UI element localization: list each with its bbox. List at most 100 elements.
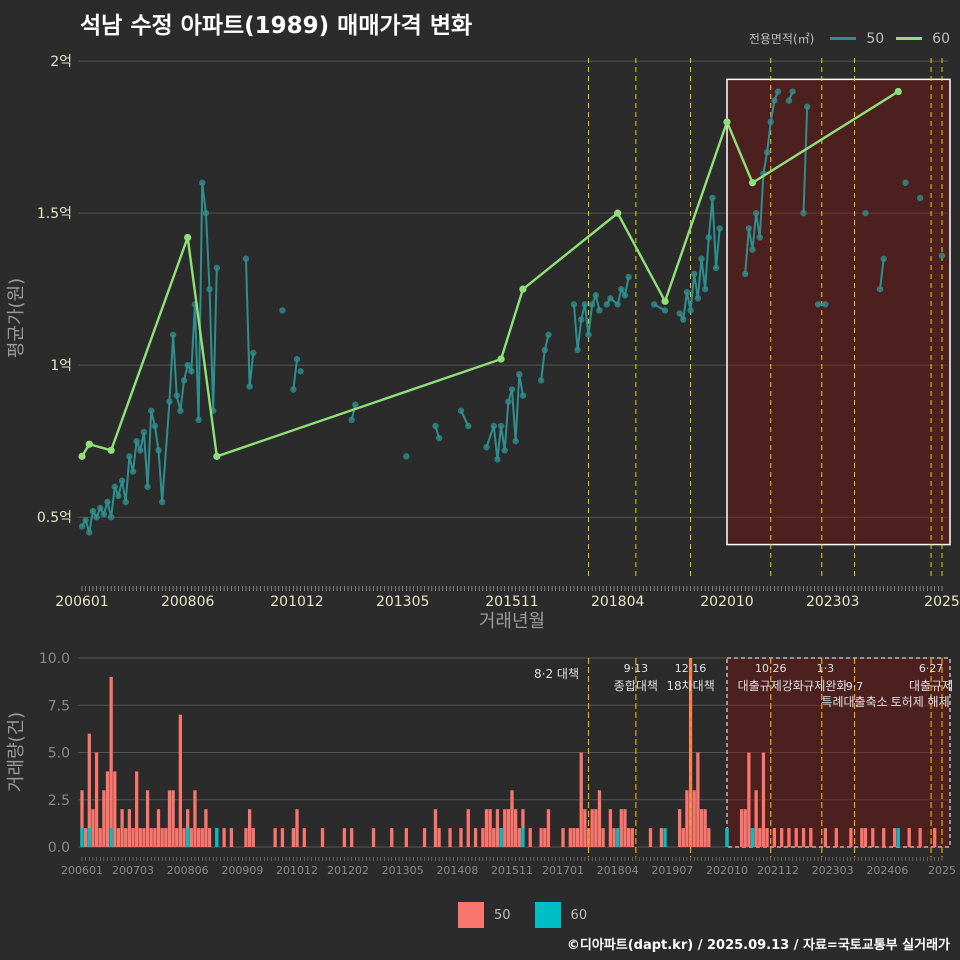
y-tick-label: 0.5억 — [37, 510, 72, 526]
series-50-point — [585, 331, 592, 338]
vol-x-tick-label: 201701 — [542, 864, 584, 877]
vol-x-tick-label: 201907 — [651, 864, 693, 877]
series-50-point — [184, 361, 191, 369]
series-50-point — [709, 194, 716, 202]
vol-bar-50 — [860, 828, 864, 847]
vol-bar-50 — [630, 828, 634, 847]
vol-bar-50 — [302, 828, 306, 847]
vol-bar-50 — [546, 809, 551, 847]
x-tick-label: 201305 — [376, 594, 429, 610]
series-50-point — [148, 407, 155, 414]
series-50-point — [89, 507, 97, 515]
vol-bar-60 — [215, 828, 219, 847]
series-50-point — [133, 437, 140, 445]
vol-bar-50 — [517, 828, 521, 847]
series-50-point — [151, 422, 159, 430]
series-50-point — [607, 295, 614, 302]
vol-bar-50 — [222, 828, 226, 847]
vol-x-tick-label: 202010 — [706, 864, 748, 877]
series-50-point — [155, 447, 162, 454]
vol-y-tick-label: 7.5 — [48, 698, 70, 714]
series-50-point — [144, 483, 151, 490]
series-50-point — [705, 234, 712, 241]
vol-bar-50 — [503, 809, 507, 847]
vol-bar-50 — [145, 790, 150, 847]
vol-bar-50 — [200, 828, 204, 847]
series-50-point — [246, 383, 253, 390]
x-tick-label: 201804 — [591, 594, 645, 610]
recent-period-highlight — [726, 78, 951, 546]
series-50-point — [206, 285, 213, 293]
policy-annotation: 9·7 — [846, 680, 864, 693]
series-50-point — [749, 246, 756, 253]
vol-bar-50 — [492, 828, 496, 847]
vol-bar-50 — [699, 809, 704, 847]
series-50-point — [115, 492, 122, 500]
volume-legend-label-50: 50 — [494, 907, 511, 923]
vol-bar-50 — [612, 828, 616, 847]
series-50-point — [691, 270, 698, 278]
series-50-point — [618, 285, 625, 293]
policy-annotation: 8·2 대책 — [534, 666, 579, 681]
area-legend: 전용면적(㎡) 50 60 — [749, 30, 950, 47]
series-50-point — [100, 510, 108, 518]
vol-bar-50 — [138, 828, 142, 847]
series-50-point — [578, 316, 585, 323]
x-tick-label: 201511 — [485, 594, 538, 610]
policy-annotation: 특례대출축소 — [821, 695, 887, 709]
series-50-point — [173, 392, 180, 399]
vol-bar-50 — [98, 828, 102, 847]
series-50-point — [771, 97, 778, 104]
vol-bar-50 — [320, 828, 325, 847]
series-50-line — [485, 374, 524, 460]
vol-bar-50 — [280, 828, 285, 847]
vol-bar-50 — [823, 828, 828, 847]
vol-bar-50 — [754, 790, 758, 847]
series-60-point — [748, 179, 757, 187]
series-50-point — [698, 255, 705, 262]
vol-bar-50 — [127, 809, 132, 847]
policy-annotation: 1·3 — [817, 662, 835, 675]
x-tick-label: 2025 — [924, 594, 960, 610]
vol-bar-50 — [495, 809, 500, 847]
vol-bar-50 — [801, 828, 806, 847]
policy-annotation: 6·27 — [919, 662, 944, 675]
vol-bar-50 — [528, 828, 532, 847]
series-50-point — [122, 498, 129, 506]
series-50-point — [348, 416, 355, 424]
series-60-point — [614, 209, 622, 217]
series-50-point — [687, 307, 694, 314]
vol-bar-50 — [696, 752, 700, 847]
vol-bar-50 — [758, 828, 762, 847]
series-50-point — [137, 447, 144, 454]
series-50-point — [767, 118, 774, 126]
series-50-point — [763, 149, 771, 156]
series-50-point — [501, 447, 508, 454]
vol-bar-60 — [663, 828, 667, 847]
series-60-point — [723, 118, 731, 126]
series-50-point — [512, 437, 519, 445]
series-50-point — [581, 301, 589, 308]
series-50-line — [81, 182, 218, 533]
vol-bar-50 — [794, 828, 798, 847]
legend-swatch-50 — [830, 37, 857, 40]
vol-bar-50 — [80, 790, 84, 847]
series-50-point — [650, 301, 658, 308]
vol-bar-50 — [109, 676, 113, 847]
series-50-point — [745, 225, 753, 232]
vol-bar-50 — [863, 828, 868, 847]
vol-bar-50 — [765, 828, 769, 847]
vol-bar-50 — [131, 828, 135, 847]
vol-bar-50 — [514, 809, 518, 847]
policy-annotation: 18차대책 — [666, 678, 714, 693]
volume-legend: 50 60 — [458, 902, 611, 928]
series-60-point — [85, 440, 93, 448]
vol-bar-50 — [933, 828, 937, 847]
series-50-point — [202, 209, 210, 217]
vol-bar-50 — [105, 771, 110, 847]
series-50-point — [508, 386, 516, 393]
vol-bar-50 — [466, 809, 470, 847]
series-50-point — [516, 371, 523, 378]
vol-x-tick-label: 200703 — [112, 864, 154, 877]
series-50-point — [169, 331, 177, 338]
